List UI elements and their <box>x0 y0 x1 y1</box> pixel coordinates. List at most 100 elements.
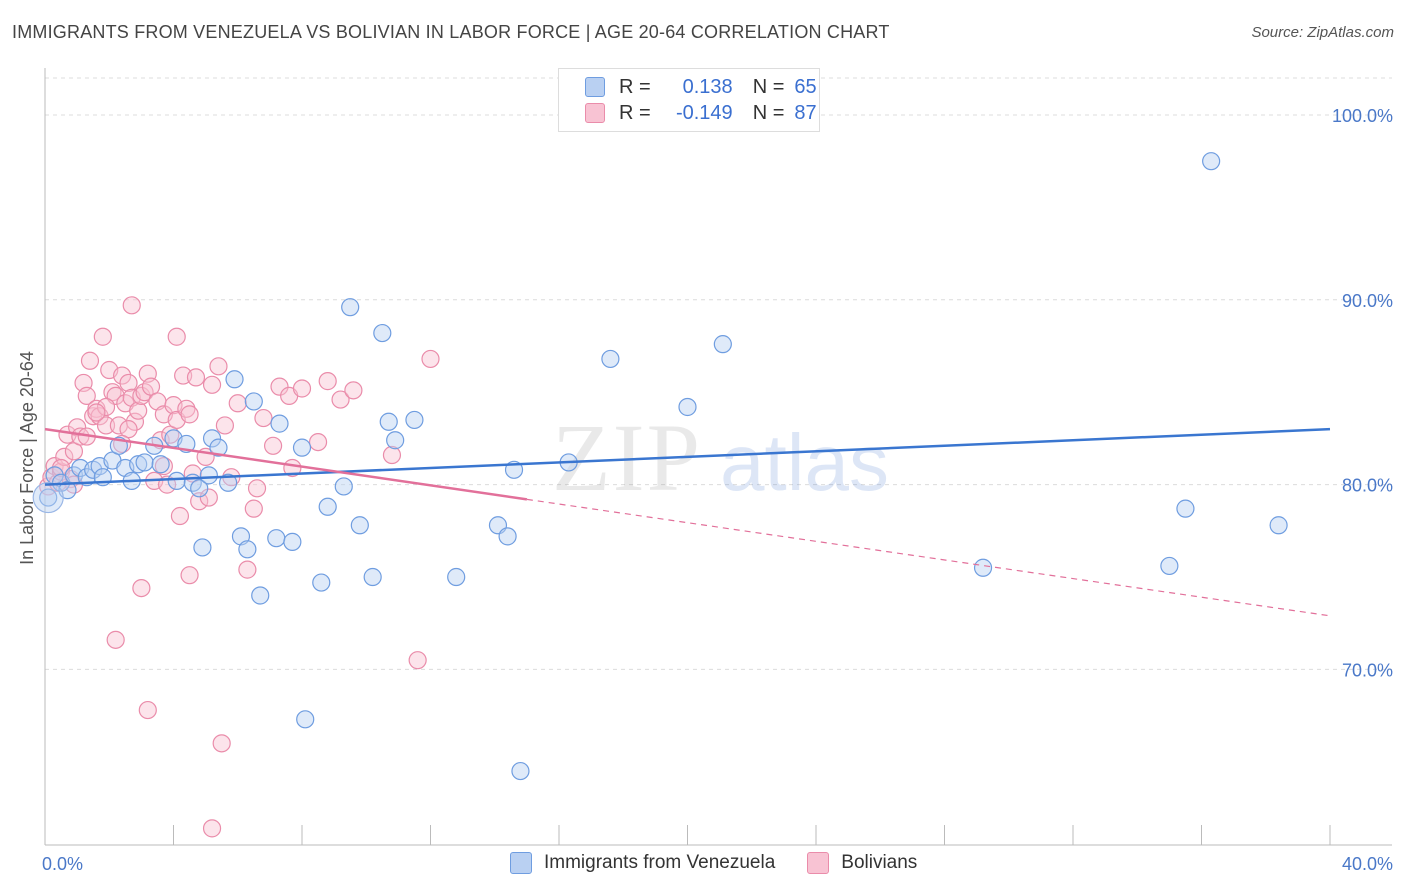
data-point-venezuela <box>244 392 263 411</box>
data-point-venezuela <box>678 397 697 417</box>
data-point-venezuela <box>190 479 209 498</box>
data-point-venezuela <box>363 567 382 587</box>
data-point-bolivian <box>308 432 328 452</box>
data-point-venezuela <box>39 488 58 507</box>
correlation-legend: R = 0.138 N = 65 R = -0.149 N = 87 <box>558 68 820 132</box>
data-point-bolivian <box>247 479 267 498</box>
data-point-bolivian <box>292 379 312 398</box>
legend-swatch-bolivian <box>807 852 830 874</box>
data-point-venezuela <box>151 455 170 474</box>
data-point-venezuela <box>283 532 302 551</box>
data-point-venezuela <box>341 298 360 317</box>
data-point-bolivian <box>186 368 206 387</box>
legend-r-value: 0.138 <box>682 75 733 98</box>
bolivian-points <box>39 296 440 838</box>
data-point-venezuela <box>129 455 148 474</box>
data-point-bolivian <box>180 566 199 585</box>
axes <box>44 68 1392 846</box>
y-tick-label: 100.0% <box>1332 106 1393 126</box>
data-point-bolivian <box>331 390 350 409</box>
data-point-bolivian <box>382 445 402 465</box>
data-point-venezuela <box>292 438 312 457</box>
y-tick-label: 80.0% <box>1342 476 1393 496</box>
data-point-venezuela <box>296 710 315 729</box>
data-point-venezuela <box>199 466 218 485</box>
tick-labels: 70.0% 80.0% 90.0% 100.0% 0.0% 40.0% <box>42 106 1393 874</box>
data-point-bolivian <box>199 488 218 507</box>
legend-label-bolivian: Bolivians <box>841 852 918 873</box>
data-point-venezuela <box>312 573 331 592</box>
data-point-venezuela <box>350 516 369 535</box>
data-point-bolivian <box>215 416 234 435</box>
legend-item-bolivian: Bolivians <box>807 852 917 874</box>
data-point-venezuela <box>973 558 993 577</box>
data-point-bolivian <box>125 412 145 431</box>
data-point-bolivian <box>80 351 100 370</box>
data-point-bolivian <box>96 416 116 435</box>
data-point-bolivian <box>87 403 106 422</box>
series-legend: Immigrants from Venezuela Bolivians <box>510 852 949 874</box>
data-point-venezuela <box>713 335 732 354</box>
data-point-bolivian <box>122 296 141 315</box>
data-point-venezuela <box>373 323 392 343</box>
data-point-bolivian <box>228 394 247 413</box>
y-axis-label: In Labor Force | Age 20-64 <box>17 351 37 565</box>
trend-lines <box>44 427 1331 617</box>
data-point-venezuela <box>498 527 517 546</box>
data-point-venezuela <box>238 540 257 559</box>
venezuela-points <box>32 105 1288 781</box>
data-point-venezuela <box>193 538 212 557</box>
chart-title: IMMIGRANTS FROM VENEZUELA VS BOLIVIAN IN… <box>12 22 890 42</box>
legend-r-label: R = <box>619 75 651 98</box>
data-point-venezuela <box>1176 499 1195 518</box>
data-point-bolivian <box>180 405 199 424</box>
data-point-bolivian <box>170 506 190 526</box>
legend-n-value: 87 <box>794 101 817 124</box>
data-point-venezuela <box>1202 152 1221 171</box>
x-tick-label: 40.0% <box>1342 854 1393 874</box>
y-tick-label: 90.0% <box>1342 291 1393 311</box>
legend-swatch-venezuela <box>510 852 532 874</box>
legend-n-value: 65 <box>794 75 817 98</box>
data-point-bolivian <box>77 386 96 405</box>
data-point-bolivian <box>209 357 228 376</box>
data-point-bolivian <box>202 819 222 838</box>
legend-swatch-bolivian <box>585 103 605 123</box>
data-point-venezuela <box>251 586 270 605</box>
data-point-venezuela <box>270 414 289 433</box>
legend-r-label: R = <box>619 101 651 124</box>
data-point-bolivian <box>177 399 196 418</box>
trend-line-bolivian-extension <box>526 498 1331 617</box>
legend-swatch-venezuela <box>585 77 605 97</box>
watermark: ZIP atlas <box>552 404 889 511</box>
data-point-bolivian <box>421 349 440 369</box>
data-point-bolivian <box>129 401 148 420</box>
data-point-venezuela <box>1160 556 1179 576</box>
data-point-bolivian <box>138 700 157 720</box>
data-point-bolivian <box>93 327 112 346</box>
data-point-venezuela <box>267 529 286 548</box>
data-point-bolivian <box>270 377 289 396</box>
data-point-bolivian <box>202 375 222 394</box>
data-point-bolivian <box>106 630 125 649</box>
data-point-venezuela <box>379 412 398 431</box>
data-point-bolivian <box>212 734 231 753</box>
data-point-venezuela <box>135 453 154 472</box>
data-point-venezuela <box>167 471 186 491</box>
data-point-venezuela <box>1269 516 1288 535</box>
data-point-bolivian <box>344 381 363 400</box>
data-point-bolivian <box>263 436 283 455</box>
data-point-bolivian <box>112 366 132 385</box>
data-point-bolivian <box>244 499 263 518</box>
data-point-venezuela <box>386 431 405 450</box>
legend-n-label: N = <box>752 75 785 98</box>
data-point-bolivian <box>167 327 186 346</box>
data-point-bolivian <box>132 579 151 598</box>
data-point-bolivian <box>96 397 116 417</box>
data-point-venezuela <box>405 410 424 430</box>
data-point-venezuela-cluster <box>32 481 64 514</box>
data-point-bolivian <box>190 492 209 511</box>
data-point-bolivian <box>408 651 427 670</box>
data-point-bolivian <box>154 457 173 476</box>
